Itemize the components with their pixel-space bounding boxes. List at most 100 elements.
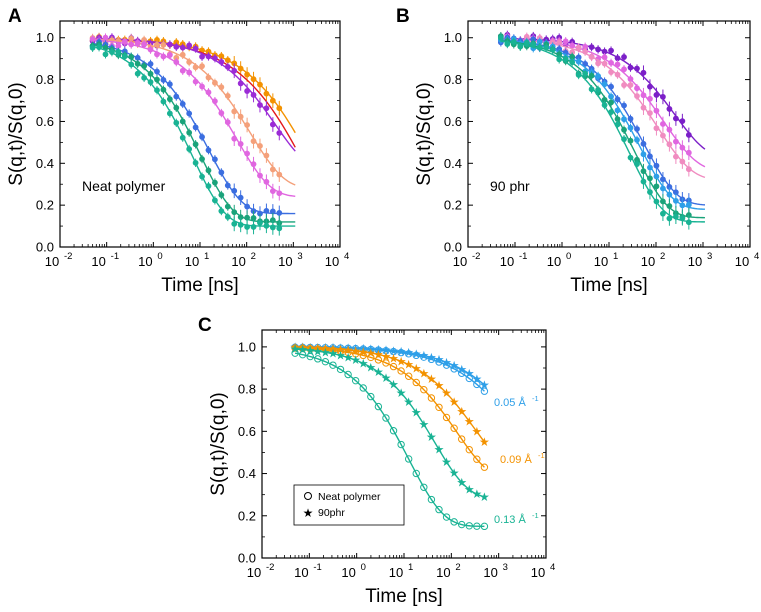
data-point <box>269 188 276 195</box>
data-point <box>653 162 660 169</box>
data-point: ★ <box>312 340 323 354</box>
data-point <box>621 66 627 73</box>
fit-curve <box>92 43 296 223</box>
data-point <box>627 154 634 161</box>
data-point <box>435 403 443 412</box>
data-point <box>329 361 337 369</box>
data-point <box>653 125 660 132</box>
data-point: ★ <box>471 372 482 386</box>
data-point <box>166 52 173 58</box>
x-tick-label: 10 <box>594 254 608 269</box>
data-point <box>231 209 238 216</box>
x-tick-label: 10 <box>547 254 561 269</box>
data-point <box>102 51 109 58</box>
data-point <box>186 59 193 65</box>
data-point <box>154 51 160 58</box>
data-point <box>147 46 154 53</box>
data-point <box>569 59 576 66</box>
data-point <box>250 224 257 230</box>
data-point <box>199 156 205 162</box>
data-point <box>435 505 443 514</box>
data-point: ★ <box>335 348 346 362</box>
data-point <box>205 167 212 174</box>
data-point <box>96 44 102 51</box>
data-point: ★ <box>297 341 308 355</box>
x-tick-label: 10 <box>688 254 702 269</box>
x-tick-label: 10 <box>91 254 105 269</box>
data-point: ★ <box>297 343 308 357</box>
data-point <box>556 56 563 63</box>
y-tick-label: 0.6 <box>238 424 256 439</box>
data-point: ★ <box>464 414 475 428</box>
data-point <box>154 87 160 94</box>
data-point <box>154 76 160 83</box>
data-point <box>134 60 141 67</box>
x-tick-exponent: 4 <box>754 251 759 262</box>
data-point <box>257 102 263 108</box>
y-tick-label: 0.0 <box>36 240 54 255</box>
data-point <box>480 463 489 471</box>
data-point <box>601 60 608 67</box>
data-point: ★ <box>320 341 331 355</box>
data-point: ★ <box>403 358 414 372</box>
data-point: ★ <box>449 466 460 480</box>
data-point <box>134 39 141 46</box>
fit-curve <box>295 348 485 498</box>
x-tick-label: 10 <box>278 254 292 269</box>
data-point: ★ <box>350 341 361 355</box>
data-point <box>480 522 489 531</box>
data-point <box>199 83 205 90</box>
data-point: ★ <box>365 342 376 356</box>
x-tick-label: 10 <box>500 254 514 269</box>
data-point <box>205 53 212 60</box>
data-point: ★ <box>388 378 399 392</box>
data-point <box>237 221 244 228</box>
data-point <box>173 59 180 65</box>
data-point <box>588 86 595 93</box>
data-point <box>634 161 640 167</box>
chart-panel-a: A 10 -2 10 -1 10 0 10 1 10 2 10 3 10 4 0.0 0.2 0.4 0.6 0.8 1… <box>6 6 349 296</box>
y-tick-label: 0.8 <box>444 72 462 87</box>
data-point: ★ <box>418 349 429 363</box>
data-point <box>237 80 244 87</box>
q-label-exponent: -1 <box>532 394 539 403</box>
data-point: ★ <box>441 455 452 469</box>
data-point <box>263 105 270 112</box>
data-point <box>634 65 640 72</box>
data-point <box>685 149 692 156</box>
x-tick-label: 10 <box>641 254 655 269</box>
data-point <box>224 119 231 126</box>
data-point <box>679 144 686 151</box>
data-point <box>595 86 601 93</box>
data-point <box>244 224 251 230</box>
panel-label-c: C <box>198 315 212 336</box>
data-point <box>192 124 199 131</box>
data-point <box>231 187 238 194</box>
x-tick-exponent: 1 <box>408 562 413 573</box>
data-point <box>679 215 686 222</box>
data-point <box>269 166 276 173</box>
data-point <box>640 140 647 147</box>
data-point <box>179 134 186 141</box>
x-tick-exponent: -2 <box>266 562 274 573</box>
data-point <box>173 43 180 50</box>
data-point: ★ <box>290 342 301 356</box>
data-point <box>420 353 428 361</box>
data-point: ★ <box>479 435 490 449</box>
data-point <box>115 49 122 56</box>
x-tick-exponent: 3 <box>503 562 508 573</box>
data-point <box>621 136 627 143</box>
x-tick-exponent: 2 <box>660 251 665 262</box>
data-point: ★ <box>479 378 490 392</box>
data-point <box>382 359 390 367</box>
data-point <box>147 79 154 85</box>
data-point <box>614 71 621 78</box>
data-point <box>627 115 634 122</box>
data-point <box>614 107 621 114</box>
data-point <box>427 495 436 504</box>
data-point <box>588 44 595 50</box>
data-point <box>427 355 436 364</box>
data-point: ★ <box>365 346 376 360</box>
series-pink <box>497 32 706 168</box>
data-point <box>450 424 458 432</box>
